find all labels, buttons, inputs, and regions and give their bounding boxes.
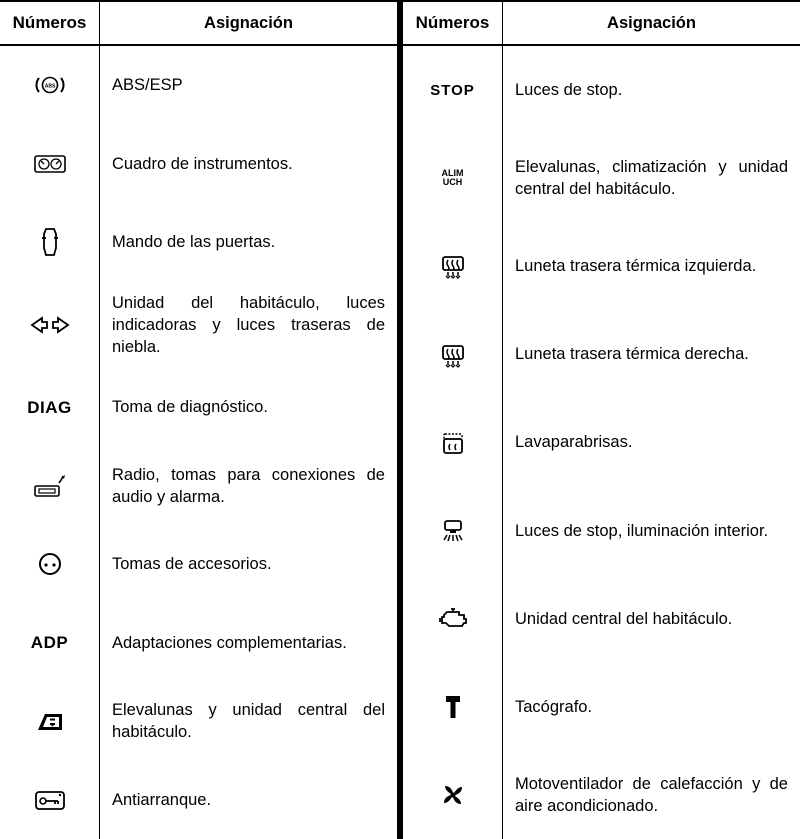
row-label: Elevalunas, climatización y unidad centr… <box>503 134 800 222</box>
table-row: Cuadro de instrumentos. <box>0 125 397 203</box>
row-label: Mando de las puertas. <box>100 203 397 281</box>
right-rows: STOP Luces de stop. ALIMUCH Elevalunas, … <box>403 46 800 839</box>
table-row: Luneta trasera térmica derecha. <box>403 311 800 399</box>
table-row: Mando de las puertas. <box>0 203 397 281</box>
abs-icon: ABS <box>0 46 100 124</box>
adp-icon: ADP <box>0 604 100 682</box>
table-row: Motoventilador de calefac­ción y de aire… <box>403 751 800 839</box>
row-label: Radio, tomas para conexio­nes de audio y… <box>100 447 397 525</box>
alim-uch-icon: ALIMUCH <box>403 134 503 222</box>
left-header-asig: Asignación <box>100 2 397 44</box>
table-row: Radio, tomas para conexio­nes de audio y… <box>0 447 397 525</box>
row-label: Luces de stop. <box>503 46 800 134</box>
diag-icon: DIAG <box>0 368 100 446</box>
row-label: Antiarranque. <box>100 761 397 839</box>
table-row: Tacógrafo. <box>403 663 800 751</box>
right-header-asig: Asignación <box>503 2 800 44</box>
row-label: Luneta trasera térmica derecha. <box>503 311 800 399</box>
table-row: ABS ABS/ESP <box>0 46 397 124</box>
row-label: Tomas de accesorios. <box>100 525 397 603</box>
stop-text-icon: STOP <box>403 46 503 134</box>
accessory-socket-icon <box>0 525 100 603</box>
row-label: Unidad central del habitá­culo. <box>503 575 800 663</box>
row-label: Toma de diagnóstico. <box>100 368 397 446</box>
table-row: Unidad del habitáculo, luces indicadoras… <box>0 282 397 369</box>
row-label: Unidad del habitáculo, luces indicadoras… <box>100 282 397 369</box>
left-column: Números Asignación ABS ABS/ESP Cuadro de… <box>0 0 397 839</box>
right-column: Números Asignación STOP Luces de stop. A… <box>403 0 800 839</box>
left-header-row: Números Asignación <box>0 0 397 46</box>
turn-signals-icon <box>0 282 100 369</box>
table-row: DIAG Toma de diagnóstico. <box>0 368 397 446</box>
row-label: Tacógrafo. <box>503 663 800 751</box>
table-row: Luces de stop, iluminación interior. <box>403 487 800 575</box>
table-row: Luneta trasera térmica izquierda. <box>403 222 800 310</box>
row-label: Adaptaciones complemen­tarias. <box>100 604 397 682</box>
row-label: Elevalunas y unidad central del habitácu… <box>100 682 397 760</box>
radio-icon <box>0 447 100 525</box>
row-label: Luces de stop, iluminación interior. <box>503 487 800 575</box>
table-row: Antiarranque. <box>0 761 397 839</box>
power-window-icon <box>0 682 100 760</box>
table-row: ALIMUCH Elevalunas, climatización y unid… <box>403 134 800 222</box>
table-row: Unidad central del habitá­culo. <box>403 575 800 663</box>
rear-defrost-left-icon <box>403 222 503 310</box>
interior-light-icon <box>403 487 503 575</box>
page: Números Asignación ABS ABS/ESP Cuadro de… <box>0 0 800 839</box>
right-header-row: Números Asignación <box>403 0 800 46</box>
instrument-cluster-icon <box>0 125 100 203</box>
windshield-washer-icon <box>403 399 503 487</box>
row-label: Cuadro de instrumentos. <box>100 125 397 203</box>
row-label: Lavaparabrisas. <box>503 399 800 487</box>
left-rows: ABS ABS/ESP Cuadro de instrumentos. Mand… <box>0 46 397 839</box>
svg-text:ABS: ABS <box>44 84 55 90</box>
right-header-num: Números <box>403 2 503 44</box>
tachograph-icon <box>403 663 503 751</box>
engine-icon <box>403 575 503 663</box>
table-row: Tomas de accesorios. <box>0 525 397 603</box>
immobilizer-key-icon <box>0 761 100 839</box>
row-label: Luneta trasera térmica izquierda. <box>503 222 800 310</box>
table-row: Lavaparabrisas. <box>403 399 800 487</box>
row-label: Motoventilador de calefac­ción y de aire… <box>503 751 800 839</box>
table-row: Elevalunas y unidad central del habitácu… <box>0 682 397 760</box>
row-label: ABS/ESP <box>100 46 397 124</box>
table-row: STOP Luces de stop. <box>403 46 800 134</box>
left-header-num: Números <box>0 2 100 44</box>
rear-defrost-right-icon <box>403 311 503 399</box>
door-icon <box>0 203 100 281</box>
fan-icon <box>403 751 503 839</box>
table-row: ADP Adaptaciones complemen­tarias. <box>0 604 397 682</box>
